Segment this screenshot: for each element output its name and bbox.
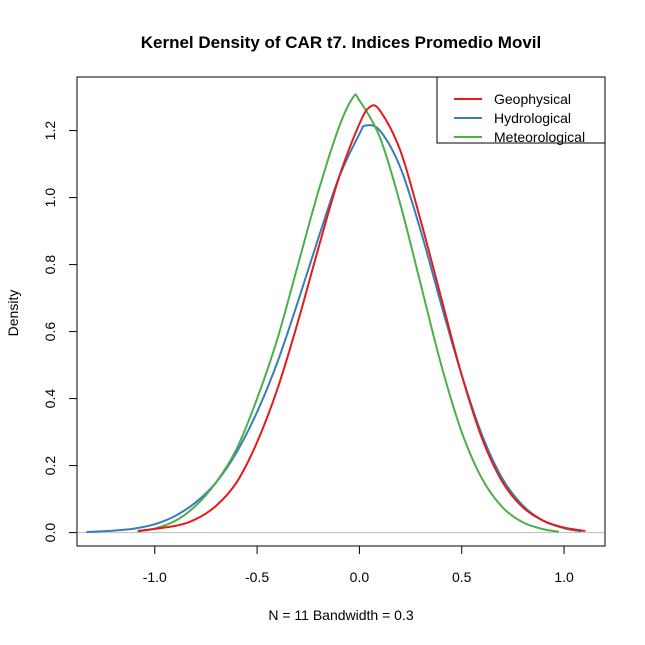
legend-label: Meteorological [494,129,585,145]
y-tick-label: 0.6 [42,322,58,342]
y-axis: 0.0 0.2 0.4 0.6 0.8 1.0 1.2 [42,121,78,543]
y-axis-label: Density [5,290,21,337]
x-axis-label: N = 11 Bandwidth = 0.3 [268,607,413,623]
series-line-meteorological [137,93,559,533]
legend: Geophysical Hydrological Meteorological [436,76,606,145]
legend-box [436,76,606,144]
x-tick-label: 0.0 [350,569,370,585]
y-tick-label: 0.4 [42,389,58,409]
x-tick-label: -0.5 [245,569,269,585]
y-tick-label: 1.0 [42,188,58,208]
chart-title: Kernel Density of CAR t7. Indices Promed… [141,33,542,52]
x-tick-label: -1.0 [143,569,167,585]
series-lines [86,93,586,533]
y-tick-label: 0.8 [42,255,58,275]
x-tick-label: 0.5 [452,569,472,585]
plot-frame [76,76,606,547]
y-tick-label: 1.2 [42,121,58,141]
x-axis: -1.0 -0.5 0.0 0.5 1.0 [143,545,574,585]
legend-label: Geophysical [494,91,571,107]
y-tick-label: 0.2 [42,456,58,476]
series-line-geophysical [137,104,586,532]
x-tick-label: 1.0 [554,569,574,585]
y-tick-label: 0.0 [42,523,58,543]
series-line-hydrological [86,124,582,533]
legend-label: Hydrological [494,110,571,126]
